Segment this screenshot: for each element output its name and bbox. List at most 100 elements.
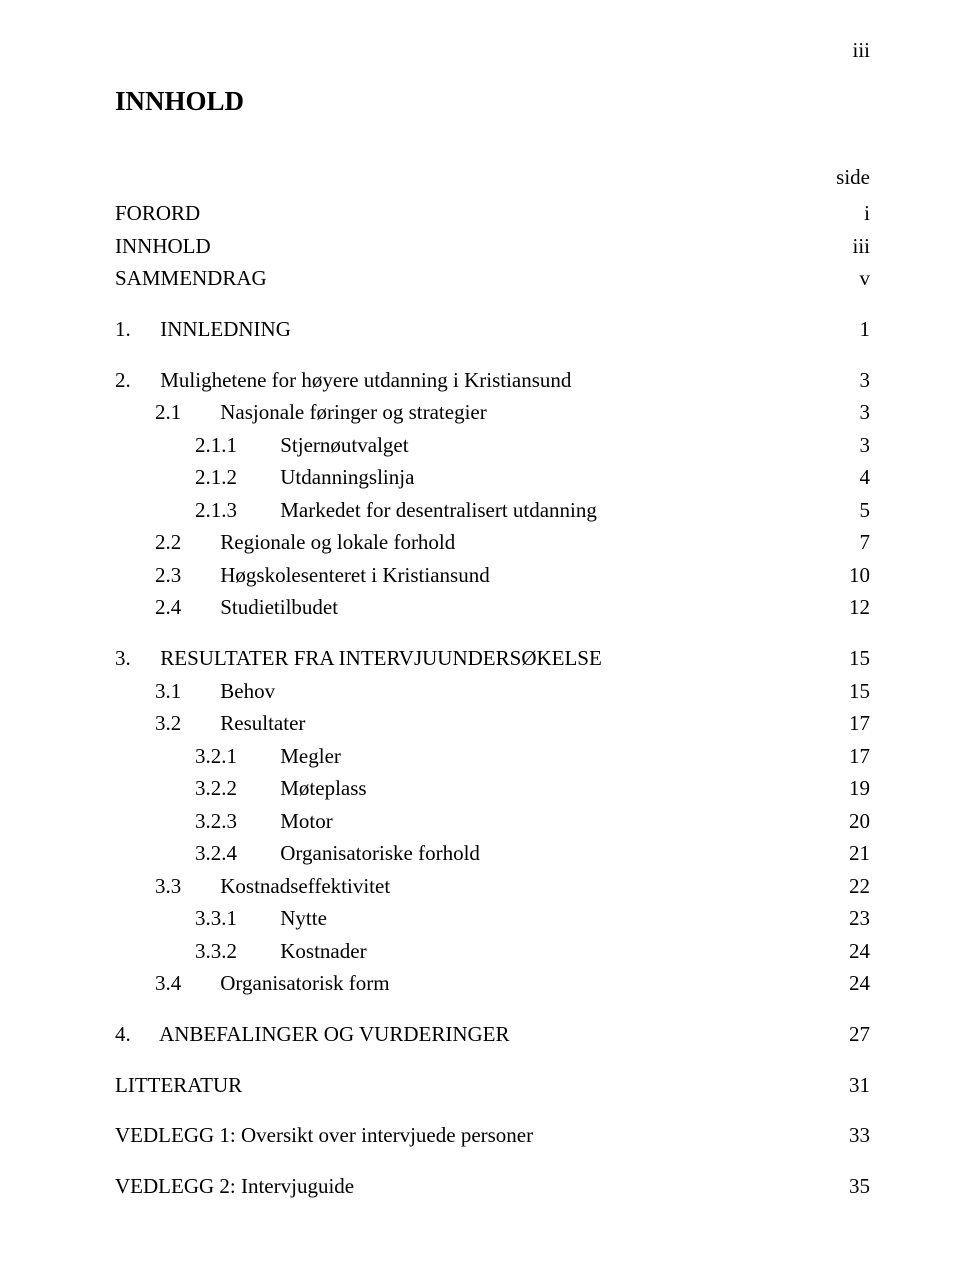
toc-label: 4. ANBEFALINGER OG VURDERINGER (115, 1018, 830, 1051)
toc-label: 2.1.2 Utdanningslinja (195, 461, 830, 494)
toc-number: 3.4 (155, 967, 215, 1000)
toc-page: iii (830, 230, 870, 263)
toc-page: i (830, 197, 870, 230)
toc-page: 33 (830, 1119, 870, 1152)
toc-label: 3.1 Behov (155, 675, 830, 708)
toc-page: 3 (830, 364, 870, 397)
toc-label: 1. INNLEDNING (115, 313, 830, 346)
toc-number: 3.2.1 (195, 740, 275, 773)
toc-row: 2.4 Studietilbudet 12 (115, 591, 870, 624)
toc-text: ANBEFALINGER OG VURDERINGER (159, 1022, 509, 1046)
toc-label: 2.3 Høgskolesenteret i Kristiansund (155, 559, 830, 592)
toc-number: 4. (115, 1018, 155, 1051)
toc-label: 2. Mulighetene for høyere utdanning i Kr… (115, 364, 830, 397)
toc-label: 3.2.2 Møteplass (195, 772, 830, 805)
toc-row: 1. INNLEDNING 1 (115, 313, 870, 346)
toc-label: 3.2.4 Organisatoriske forhold (195, 837, 830, 870)
toc-number: 3.2 (155, 707, 215, 740)
toc-label: 2.2 Regionale og lokale forhold (155, 526, 830, 559)
toc-vedlegg-1: VEDLEGG 1: Oversikt over intervjuede per… (115, 1119, 870, 1152)
toc-number: 3. (115, 642, 155, 675)
toc-litteratur: LITTERATUR 31 (115, 1069, 870, 1102)
toc-section-2: 2. Mulighetene for høyere utdanning i Kr… (115, 364, 870, 624)
toc-page: 23 (830, 902, 870, 935)
toc-page: 5 (830, 494, 870, 527)
toc-row: 2.3 Høgskolesenteret i Kristiansund 10 (115, 559, 870, 592)
toc-page: 21 (830, 837, 870, 870)
toc-page: 19 (830, 772, 870, 805)
toc-label: 2.1.3 Markedet for desentralisert utdann… (195, 494, 830, 527)
toc-row: 3. RESULTATER FRA INTERVJUUNDERSØKELSE 1… (115, 642, 870, 675)
toc-page: 27 (830, 1018, 870, 1051)
page-number-roman: iii (852, 34, 870, 67)
toc-page: 15 (830, 675, 870, 708)
toc-page: 24 (830, 935, 870, 968)
toc-vedlegg-2: VEDLEGG 2: Intervjuguide 35 (115, 1170, 870, 1203)
toc-section-3: 3. RESULTATER FRA INTERVJUUNDERSØKELSE 1… (115, 642, 870, 1000)
toc-label: INNHOLD (115, 230, 830, 263)
toc-text: Møteplass (280, 776, 366, 800)
toc-number: 3.2.4 (195, 837, 275, 870)
toc-page: 15 (830, 642, 870, 675)
toc-label: 3.4 Organisatorisk form (155, 967, 830, 1000)
toc-label: SAMMENDRAG (115, 262, 830, 295)
toc-row: 2.2 Regionale og lokale forhold 7 (115, 526, 870, 559)
toc-page: 4 (830, 461, 870, 494)
toc-page: 1 (830, 313, 870, 346)
toc-row: 3.2.1 Megler 17 (115, 740, 870, 773)
toc-number: 2.1.2 (195, 461, 275, 494)
toc-text: Regionale og lokale forhold (220, 530, 455, 554)
toc-text: Mulighetene for høyere utdanning i Krist… (160, 368, 571, 392)
toc-label: 3.3.2 Kostnader (195, 935, 830, 968)
toc-row: 2.1 Nasjonale føringer og strategier 3 (115, 396, 870, 429)
toc-label: LITTERATUR (115, 1069, 830, 1102)
toc-text: Motor (280, 809, 333, 833)
toc-page: 10 (830, 559, 870, 592)
toc-number: 3.3.1 (195, 902, 275, 935)
toc-label: VEDLEGG 2: Intervjuguide (115, 1170, 830, 1203)
toc-number: 2.3 (155, 559, 215, 592)
toc-label: 3.2.3 Motor (195, 805, 830, 838)
toc-row: VEDLEGG 2: Intervjuguide 35 (115, 1170, 870, 1203)
toc-section-4: 4. ANBEFALINGER OG VURDERINGER 27 (115, 1018, 870, 1051)
toc-page: 22 (830, 870, 870, 903)
toc-row: 3.4 Organisatorisk form 24 (115, 967, 870, 1000)
toc-text: INNLEDNING (160, 317, 291, 341)
toc-text: Nasjonale føringer og strategier (220, 400, 486, 424)
toc-label: 3.3 Kostnadseffektivitet (155, 870, 830, 903)
toc-row: VEDLEGG 1: Oversikt over intervjuede per… (115, 1119, 870, 1152)
toc-row: SAMMENDRAG v (115, 262, 870, 295)
toc-label: VEDLEGG 1: Oversikt over intervjuede per… (115, 1119, 830, 1152)
toc-number: 2.2 (155, 526, 215, 559)
page-title: INNHOLD (115, 81, 870, 123)
toc-text: Kostnader (280, 939, 366, 963)
toc-text: Organisatorisk form (220, 971, 389, 995)
toc-number: 1. (115, 313, 155, 346)
toc-section-1: 1. INNLEDNING 1 (115, 313, 870, 346)
toc-text: Resultater (220, 711, 305, 735)
toc-page: 3 (830, 429, 870, 462)
toc-label: 3.2.1 Megler (195, 740, 830, 773)
toc-text: Kostnadseffektivitet (220, 874, 390, 898)
toc-number: 3.3 (155, 870, 215, 903)
toc-row: 2.1.2 Utdanningslinja 4 (115, 461, 870, 494)
toc-front-matter: FORORD i INNHOLD iii SAMMENDRAG v (115, 197, 870, 295)
toc-text: Studietilbudet (220, 595, 338, 619)
toc-page: 7 (830, 526, 870, 559)
toc-text: Organisatoriske forhold (280, 841, 480, 865)
toc-text: Behov (220, 679, 275, 703)
toc-text: Megler (280, 744, 341, 768)
toc-label: 3.3.1 Nytte (195, 902, 830, 935)
toc-page: 3 (830, 396, 870, 429)
toc-row: 3.2.3 Motor 20 (115, 805, 870, 838)
toc-number: 3.2.2 (195, 772, 275, 805)
toc-text: RESULTATER FRA INTERVJUUNDERSØKELSE (160, 646, 602, 670)
toc-row: 3.3.2 Kostnader 24 (115, 935, 870, 968)
toc-row: 3.3.1 Nytte 23 (115, 902, 870, 935)
toc-row: 2. Mulighetene for høyere utdanning i Kr… (115, 364, 870, 397)
toc-number: 2.1.1 (195, 429, 275, 462)
toc-label: FORORD (115, 197, 830, 230)
toc-page: 20 (830, 805, 870, 838)
toc-number: 2. (115, 364, 155, 397)
toc-page: 35 (830, 1170, 870, 1203)
